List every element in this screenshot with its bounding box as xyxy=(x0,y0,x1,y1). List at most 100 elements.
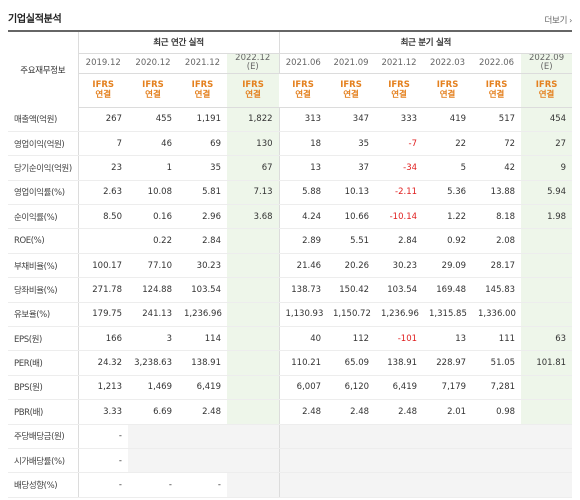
table-cell: 103.54 xyxy=(375,277,424,303)
table-cell xyxy=(278,448,328,474)
table-cell: 0.92 xyxy=(423,228,473,254)
table-cell: 1,130.93 xyxy=(278,302,328,328)
table-cell: 150.42 xyxy=(327,277,376,303)
table-cell xyxy=(178,424,227,449)
accounting-standard: IFRS 연결 xyxy=(327,73,376,108)
table-cell: 419 xyxy=(423,107,473,132)
period-header: 2022.06 xyxy=(472,53,522,74)
table-row: PBR(배) 3.33 6.69 2.48 2.48 2.48 2.48 2.01 0.98 xyxy=(8,399,573,425)
row-label: 유보율(%) xyxy=(8,302,79,328)
table-cell: 2.48 xyxy=(178,399,227,425)
table-cell xyxy=(227,326,280,352)
table-cell: 51.05 xyxy=(472,350,522,376)
table-cell: -101 xyxy=(375,326,424,352)
table-cell: 2.89 xyxy=(278,228,328,254)
accounting-standard: IFRS 연결 xyxy=(521,73,573,108)
table-cell xyxy=(472,472,522,498)
table-cell xyxy=(327,472,376,498)
period-header: 2021.12 xyxy=(375,53,424,74)
table-cell xyxy=(521,448,573,474)
table-row: BPS(원) 1,213 1,469 6,419 6,007 6,120 6,419 7,17… xyxy=(8,375,573,401)
table-cell: -7 xyxy=(375,131,424,157)
row-label: 시가배당률(%) xyxy=(8,448,79,474)
table-cell: 271.78 xyxy=(78,277,128,303)
table-cell: 8.50 xyxy=(78,204,128,230)
row-label: 배당성향(%) xyxy=(8,472,79,498)
table-cell xyxy=(227,375,280,401)
table-row: 영업이익률(%) 2.63 10.08 5.81 7.13 5.88 10.13 -2.11 5… xyxy=(8,180,573,206)
table-cell: 28.17 xyxy=(472,253,522,279)
row-label: 순이익률(%) xyxy=(8,204,79,230)
table-cell: 5.81 xyxy=(178,180,227,206)
table-cell: 30.23 xyxy=(375,253,424,279)
table-cell xyxy=(128,448,178,474)
accounting-standard: IFRS 연결 xyxy=(375,73,424,108)
table-cell xyxy=(521,399,573,425)
chevron-right-icon: › xyxy=(569,16,572,25)
table-cell: 5.88 xyxy=(278,180,328,206)
period-header: 2019.12 xyxy=(77,53,128,74)
table-cell xyxy=(375,472,424,498)
table-row: EPS(원) 166 3 114 40 112 -101 13 111 63 xyxy=(8,326,573,352)
table-cell xyxy=(521,253,573,279)
table-cell: - xyxy=(78,448,128,474)
table-cell xyxy=(423,424,473,449)
table-cell: 5.51 xyxy=(327,228,376,254)
table-cell: -10.14 xyxy=(375,204,424,230)
table-cell: 3.68 xyxy=(227,204,280,230)
row-label: PER(배) xyxy=(8,350,79,376)
table-row: 매출액(억원) 267 455 1,191 1,822 313 347 333 419 517 45… xyxy=(8,107,573,132)
table-cell: 7,281 xyxy=(472,375,522,401)
table-cell: 6,007 xyxy=(278,375,328,401)
table-cell: 6.69 xyxy=(128,399,178,425)
table-cell: 138.73 xyxy=(278,277,328,303)
table-cell: 0.98 xyxy=(472,399,522,425)
group-header-quarter: 최근 분기 실적 xyxy=(278,31,573,54)
table-cell: 1,213 xyxy=(78,375,128,401)
table-cell: 517 xyxy=(472,107,522,132)
row-label: 주당배당금(원) xyxy=(8,424,79,449)
table-cell: 1,822 xyxy=(227,107,280,132)
table-cell: 3 xyxy=(128,326,178,352)
table-cell: 114 xyxy=(178,326,227,352)
table-cell: 1,236.96 xyxy=(375,302,424,328)
table-cell: 22 xyxy=(423,131,473,157)
table-cell xyxy=(472,448,522,474)
table-cell: 63 xyxy=(521,326,573,352)
table-cell: 46 xyxy=(128,131,178,157)
table-cell xyxy=(227,302,280,328)
more-link[interactable]: 더보기 › xyxy=(544,14,573,26)
table-cell: 40 xyxy=(278,326,328,352)
period-header: 2022.03 xyxy=(423,53,473,74)
accounting-standard: IFRS 연결 xyxy=(472,73,522,108)
table-cell: 77.10 xyxy=(128,253,178,279)
table-cell: 4.24 xyxy=(278,204,328,230)
table-cell xyxy=(227,253,280,279)
accounting-standard: IFRS 연결 xyxy=(227,73,280,108)
row-label: BPS(원) xyxy=(8,375,79,401)
table-cell: 145.83 xyxy=(472,277,522,303)
table-row: ROE(%) 0.22 2.84 2.89 5.51 2.84 0.92 2.08 xyxy=(8,228,573,254)
accounting-standard: IFRS 연결 xyxy=(423,73,473,108)
table-cell: 1,150.72 xyxy=(327,302,376,328)
table-cell xyxy=(375,424,424,449)
table-cell: 5.36 xyxy=(423,180,473,206)
table-cell: 6,120 xyxy=(327,375,376,401)
period-header: 2022.09 (E) xyxy=(521,53,573,74)
more-label: 더보기 xyxy=(544,16,568,26)
row-label: 당기순이익(억원) xyxy=(8,155,79,181)
table-cell: 13 xyxy=(278,155,328,181)
table-cell: 138.91 xyxy=(178,350,227,376)
table-cell: 2.63 xyxy=(78,180,128,206)
table-cell xyxy=(78,228,128,254)
row-label: 부채비율(%) xyxy=(8,253,79,279)
table-cell: 65.09 xyxy=(327,350,376,376)
table-cell: 101.81 xyxy=(521,350,573,376)
table-row: 순이익률(%) 8.50 0.16 2.96 3.68 4.24 10.66 -10.14 1.… xyxy=(8,204,573,230)
row-label: PBR(배) xyxy=(8,399,79,425)
table-cell: 21.46 xyxy=(278,253,328,279)
table-cell: 166 xyxy=(78,326,128,352)
table-cell: 18 xyxy=(278,131,328,157)
table-cell: 10.13 xyxy=(327,180,376,206)
table-cell: 2.01 xyxy=(423,399,473,425)
